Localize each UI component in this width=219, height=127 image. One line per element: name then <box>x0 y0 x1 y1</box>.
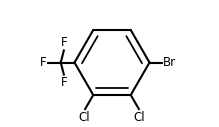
Text: F: F <box>61 76 67 89</box>
Text: Cl: Cl <box>79 111 90 124</box>
Text: F: F <box>61 36 67 49</box>
Text: Br: Br <box>163 56 176 69</box>
Text: F: F <box>40 56 47 69</box>
Text: Cl: Cl <box>134 111 145 124</box>
